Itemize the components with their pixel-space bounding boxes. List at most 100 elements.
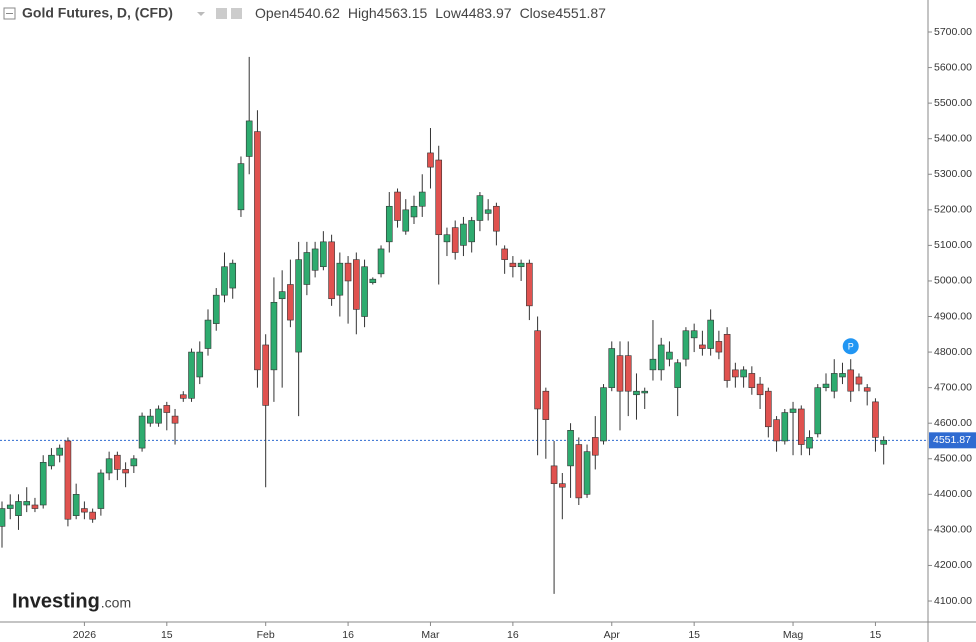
candle-body [748, 373, 756, 388]
candle-body [707, 319, 714, 349]
x-tick-label: Apr [604, 629, 621, 641]
candle-body [229, 262, 237, 289]
collapse-icon[interactable] [3, 7, 16, 20]
candle-body [682, 330, 690, 360]
candle-body [493, 205, 500, 232]
candle-body [600, 387, 607, 442]
y-tick-label: 4400.00 [934, 488, 972, 500]
candle-body [81, 508, 88, 513]
candle-body [410, 205, 418, 218]
candle-body [72, 494, 80, 516]
candle-body [369, 278, 377, 284]
candle-body [295, 259, 302, 353]
candle-body [303, 252, 311, 285]
candle-body [427, 152, 434, 168]
candle-body [666, 351, 673, 360]
y-tick-label: 4300.00 [934, 524, 972, 536]
annotation-marker [842, 338, 859, 355]
x-tick-label: Mag [783, 629, 804, 641]
candle-body [435, 159, 443, 236]
candle-body [484, 209, 492, 214]
candle-body [699, 344, 706, 349]
y-tick-label: 4900.00 [934, 310, 972, 322]
y-tick-label: 5300.00 [934, 168, 972, 180]
ohlc-value: 4551.87 [555, 5, 606, 21]
ohlc-label: High [348, 5, 377, 21]
candle-body [328, 241, 335, 300]
candle-body [575, 444, 583, 499]
candle-body [715, 341, 723, 353]
candle-body [797, 408, 805, 445]
candle-body [56, 447, 63, 456]
candle-body [657, 344, 665, 371]
candle-body [336, 262, 344, 296]
candle-body [641, 390, 649, 394]
x-tick-label: 15 [688, 629, 700, 641]
candle-body [188, 351, 195, 399]
candle-body [212, 294, 220, 324]
candle-body [97, 472, 105, 509]
icon[interactable] [216, 8, 227, 19]
candle-body [608, 348, 616, 388]
candle-body [163, 405, 171, 413]
icon[interactable] [231, 8, 242, 19]
y-tick-label: 4700.00 [934, 381, 972, 393]
candle-body [179, 394, 187, 399]
candle-body [122, 469, 129, 474]
candle-body [451, 227, 459, 253]
x-tick-label: Feb [257, 629, 275, 641]
dropdown[interactable] [197, 12, 205, 16]
candle-body [6, 504, 14, 509]
candle-body [89, 511, 96, 520]
candle-body [130, 458, 138, 467]
ohlc-header: Open4540.62 High4563.15 Low4483.97 Close455… [255, 5, 606, 21]
candle-body [633, 390, 640, 396]
candle-body [15, 501, 22, 516]
candle-body [765, 390, 772, 428]
candle-body [855, 376, 863, 385]
y-tick-label: 4200.00 [934, 559, 972, 571]
candle-body [361, 266, 368, 317]
candle-body [204, 319, 212, 349]
annotation-label: P [848, 342, 854, 352]
candle-body [0, 508, 6, 527]
candle-body [723, 333, 731, 381]
candle-body [237, 163, 245, 211]
candle-body [756, 383, 764, 396]
candle-body [460, 223, 467, 246]
candle-body [534, 330, 541, 410]
candle-body [320, 241, 327, 268]
x-tick-label: Mar [421, 629, 440, 641]
candle-body [814, 387, 822, 435]
candle-body [847, 369, 855, 392]
candle-body [690, 330, 698, 339]
candle-body [542, 390, 550, 420]
candle-body [443, 234, 451, 243]
candle-body [773, 419, 780, 442]
y-tick-label: 5500.00 [934, 97, 972, 109]
candle-body [501, 248, 508, 260]
y-tick-label: 4600.00 [934, 417, 972, 429]
candle-body [262, 344, 269, 406]
x-tick-label: 15 [161, 629, 173, 641]
candle-body [171, 415, 179, 424]
candle-body [872, 401, 879, 438]
y-tick-label: 5000.00 [934, 275, 972, 287]
chart-title: Gold Futures, D, (CFD) [22, 5, 173, 21]
ohlc-label: Low [435, 5, 462, 21]
candle-body [64, 440, 72, 520]
candle-body [674, 362, 681, 388]
candle-body [418, 191, 426, 207]
candle-body [781, 412, 789, 442]
candle-body [245, 120, 253, 157]
candle-body [394, 191, 401, 221]
candle-body [31, 504, 39, 509]
x-tick-label: 2026 [73, 629, 97, 641]
candle-body [880, 440, 887, 445]
ohlc-value: 4483.97 [461, 5, 512, 21]
x-tick-label: 15 [870, 629, 882, 641]
candle-body [311, 248, 319, 271]
y-tick-label: 5600.00 [934, 61, 972, 73]
candle-body [830, 373, 838, 392]
candle-body [476, 195, 484, 221]
